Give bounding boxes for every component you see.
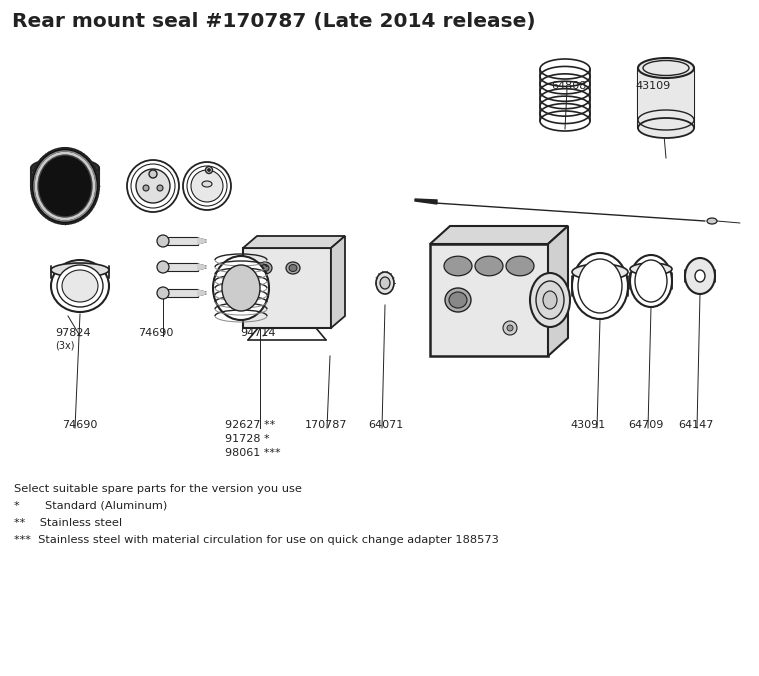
Ellipse shape	[543, 291, 557, 309]
Ellipse shape	[572, 253, 628, 319]
Text: 94714: 94714	[240, 328, 276, 338]
Polygon shape	[548, 226, 568, 356]
Text: 64709: 64709	[628, 420, 663, 430]
Circle shape	[143, 185, 149, 191]
Circle shape	[157, 185, 163, 191]
Bar	[243, 248, 331, 328]
Text: ***  Stainless steel with material circulation for use on quick change adapter 1: *** Stainless steel with material circul…	[14, 535, 499, 545]
Polygon shape	[243, 236, 345, 248]
Ellipse shape	[695, 270, 705, 282]
Circle shape	[206, 166, 213, 174]
Ellipse shape	[707, 218, 717, 224]
Ellipse shape	[643, 60, 689, 76]
Ellipse shape	[506, 256, 534, 276]
Ellipse shape	[202, 181, 212, 187]
Ellipse shape	[536, 281, 564, 319]
Ellipse shape	[57, 265, 103, 307]
Text: **    Stainless steel: ** Stainless steel	[14, 518, 122, 528]
Circle shape	[207, 168, 210, 172]
Ellipse shape	[638, 58, 694, 78]
Text: Select suitable spare parts for the version you use: Select suitable spare parts for the vers…	[14, 484, 302, 494]
Bar	[638, 68, 694, 128]
Text: 64808: 64808	[551, 81, 587, 91]
Ellipse shape	[51, 263, 109, 277]
Text: 64147: 64147	[678, 420, 713, 430]
Ellipse shape	[51, 260, 109, 312]
Ellipse shape	[222, 265, 260, 311]
Polygon shape	[198, 238, 205, 244]
Ellipse shape	[31, 158, 99, 178]
Polygon shape	[430, 226, 568, 244]
Text: 98061 ***: 98061 ***	[225, 448, 281, 458]
Ellipse shape	[289, 264, 297, 272]
Circle shape	[157, 261, 169, 273]
Ellipse shape	[572, 264, 628, 280]
Ellipse shape	[638, 118, 694, 138]
Circle shape	[149, 170, 157, 178]
Ellipse shape	[261, 264, 269, 272]
Bar	[163, 237, 198, 245]
Ellipse shape	[444, 256, 472, 276]
Text: 74690: 74690	[138, 328, 173, 338]
Text: 64071: 64071	[368, 420, 403, 430]
Ellipse shape	[183, 162, 231, 210]
Polygon shape	[331, 236, 345, 328]
Text: 170787: 170787	[305, 420, 348, 430]
Circle shape	[503, 321, 517, 335]
Ellipse shape	[286, 262, 300, 274]
Text: 43091: 43091	[570, 420, 605, 430]
Text: Rear mount seal #170787 (Late 2014 release): Rear mount seal #170787 (Late 2014 relea…	[12, 12, 536, 31]
Text: (3x): (3x)	[55, 340, 74, 350]
Ellipse shape	[136, 169, 170, 203]
Circle shape	[507, 325, 513, 331]
Ellipse shape	[475, 256, 503, 276]
Bar	[430, 244, 548, 356]
Ellipse shape	[31, 148, 99, 224]
Text: 43109: 43109	[635, 81, 670, 91]
Ellipse shape	[635, 260, 667, 302]
Text: 92627 **: 92627 **	[225, 420, 276, 430]
Text: 97824: 97824	[55, 328, 90, 338]
Text: 74690: 74690	[62, 420, 97, 430]
Ellipse shape	[630, 255, 672, 307]
Ellipse shape	[376, 272, 394, 294]
Polygon shape	[415, 199, 437, 204]
Text: *       Standard (Aluminum): * Standard (Aluminum)	[14, 501, 167, 511]
Ellipse shape	[380, 277, 390, 289]
Ellipse shape	[38, 155, 92, 217]
Ellipse shape	[131, 164, 175, 208]
Ellipse shape	[630, 263, 672, 275]
Ellipse shape	[445, 288, 471, 312]
Text: 91728 *: 91728 *	[225, 434, 269, 444]
Polygon shape	[198, 290, 205, 296]
Ellipse shape	[578, 259, 622, 313]
Ellipse shape	[685, 258, 715, 294]
Circle shape	[157, 287, 169, 299]
Bar	[163, 289, 198, 297]
Circle shape	[157, 235, 169, 247]
Ellipse shape	[213, 256, 269, 320]
Bar	[163, 263, 198, 271]
Polygon shape	[198, 264, 205, 270]
Ellipse shape	[127, 160, 179, 212]
Ellipse shape	[258, 262, 272, 274]
Ellipse shape	[530, 273, 570, 327]
Ellipse shape	[449, 292, 467, 308]
Ellipse shape	[191, 170, 223, 202]
Ellipse shape	[62, 270, 98, 302]
Ellipse shape	[187, 166, 227, 206]
